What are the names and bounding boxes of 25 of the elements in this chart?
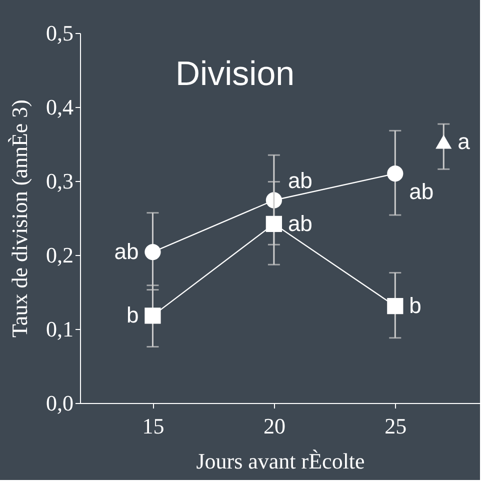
point xyxy=(266,216,282,232)
y-tick-label: 0,2 xyxy=(46,242,74,268)
x-tick-label: 15 xyxy=(142,414,164,438)
y-tick-label: 0,5 xyxy=(46,20,74,46)
annotation: ab xyxy=(114,239,139,264)
annotation: ab xyxy=(409,179,434,204)
x-tick-label: 25 xyxy=(384,414,407,438)
annotation: ab xyxy=(288,210,312,236)
y-axis-title: Taux de division (annÈe 3) xyxy=(7,100,32,338)
annotation: a xyxy=(458,128,471,154)
point xyxy=(436,134,452,149)
point xyxy=(144,308,161,324)
annotation: ab xyxy=(288,168,312,193)
text: Division xyxy=(175,55,295,93)
x-tick-label: 20 xyxy=(263,414,286,438)
y-tick-label: 0,0 xyxy=(46,390,74,416)
point xyxy=(387,166,404,182)
y-tick-label: 0,4 xyxy=(46,94,74,120)
point xyxy=(144,244,161,260)
annotation: b xyxy=(409,293,422,318)
y-tick-label: 0,1 xyxy=(46,316,74,342)
point xyxy=(387,298,404,314)
y-tick-label: 0,3 xyxy=(46,168,74,194)
x-axis-title: Jours avant rÈcolte xyxy=(196,448,365,474)
annotation: b xyxy=(126,302,139,328)
